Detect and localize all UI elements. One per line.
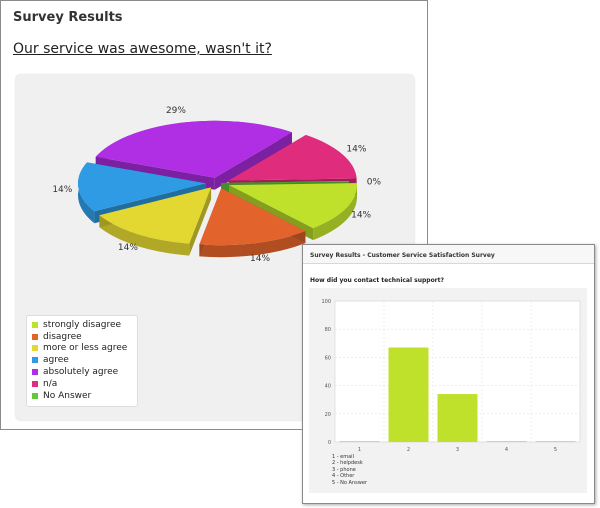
bar xyxy=(535,441,576,442)
pie-legend-label: disagree xyxy=(43,331,82,342)
y-tick-label: 0 xyxy=(328,440,331,446)
window-header: Survey Results - Customer Service Satisf… xyxy=(303,245,594,264)
pie-legend-item: strongly disagree xyxy=(31,319,133,331)
bar-legend-item: 1 - email xyxy=(332,454,354,460)
pie-legend-swatch xyxy=(32,333,38,340)
pie-legend-item: more or less agree xyxy=(31,343,133,355)
pie-legend-item: n/a xyxy=(31,378,133,390)
x-tick-label: 3 xyxy=(456,447,459,453)
y-tick-label: 60 xyxy=(325,355,331,361)
pie-label: 0% xyxy=(367,178,382,188)
pie-slice xyxy=(99,187,212,256)
survey-question-2: How did you contact technical support? xyxy=(310,277,444,284)
pie-slice xyxy=(95,120,292,190)
pie-legend: strongly disagree disagree more or less ag… xyxy=(26,315,138,407)
bar-legend-item: 4 - Other xyxy=(332,473,355,480)
x-tick-label: 4 xyxy=(505,447,508,453)
pie-label: 14% xyxy=(346,144,366,154)
pie-legend-label: more or less agree xyxy=(43,343,128,354)
pie-legend-swatch xyxy=(32,380,38,387)
pie-label: 14% xyxy=(52,185,72,195)
pie-legend-item: agree xyxy=(31,354,133,366)
pie-legend-item: absolutely agree xyxy=(31,366,133,378)
x-tick-label: 1 xyxy=(358,447,361,453)
pie-legend-label: agree xyxy=(43,355,69,366)
y-tick-label: 20 xyxy=(325,412,331,418)
y-tick-label: 80 xyxy=(325,327,331,333)
pie-legend-label: absolutely agree xyxy=(43,367,119,378)
survey-title-2: Survey Results - Customer Service Satisf… xyxy=(310,252,495,259)
survey-results-window-2: Survey Results - Customer Service Satisf… xyxy=(302,244,595,504)
pie-legend-label: No Answer xyxy=(43,390,92,401)
pie-legend-swatch xyxy=(32,321,38,328)
pie-label: 14% xyxy=(351,211,371,221)
pie-legend-label: n/a xyxy=(43,378,58,389)
pie-chart: 14% 14% 14% 14% 29% 14% 0% xyxy=(52,106,382,264)
bar xyxy=(388,347,429,442)
bar-legend-item: 3 - phone xyxy=(332,466,356,473)
x-tick-label: 5 xyxy=(554,447,557,453)
y-tick-label: 100 xyxy=(321,299,331,305)
bar xyxy=(339,441,380,442)
pie-label: 14% xyxy=(118,243,138,253)
pie-legend-swatch xyxy=(32,345,38,352)
bar-legend-item: 2 - helpdesk xyxy=(332,460,363,467)
pie-legend-swatch xyxy=(32,369,38,376)
survey-question: Our service was awesome, wasn't it? xyxy=(13,41,272,57)
pie-legend-item: No Answer xyxy=(31,390,133,402)
pie-legend-label: strongly disagree xyxy=(43,319,122,330)
bar xyxy=(437,394,478,442)
x-tick-label: 2 xyxy=(407,447,410,453)
bar-legend-item: 5 - No Answer xyxy=(332,479,367,486)
bar-chart: 0 20 40 60 80 100 1 2 3 4 5 xyxy=(321,299,581,453)
pie-slice xyxy=(199,188,306,258)
bar-chart-panel: 0 20 40 60 80 100 1 2 3 4 5 1 - email 2 - helpdesk… xyxy=(309,288,587,493)
bar xyxy=(486,441,527,442)
pie-legend-item: disagree xyxy=(31,331,133,343)
bar-legend: 1 - email 2 - helpdesk 3 - phone 4 - Oth… xyxy=(332,454,367,486)
pie-legend-swatch xyxy=(32,392,38,399)
pie-legend-swatch xyxy=(32,357,38,364)
y-tick-label: 40 xyxy=(325,384,331,390)
pie-slice xyxy=(229,183,358,241)
pie-label: 14% xyxy=(250,254,270,264)
survey-title: Survey Results xyxy=(13,10,123,25)
pie-label: 29% xyxy=(166,106,186,116)
